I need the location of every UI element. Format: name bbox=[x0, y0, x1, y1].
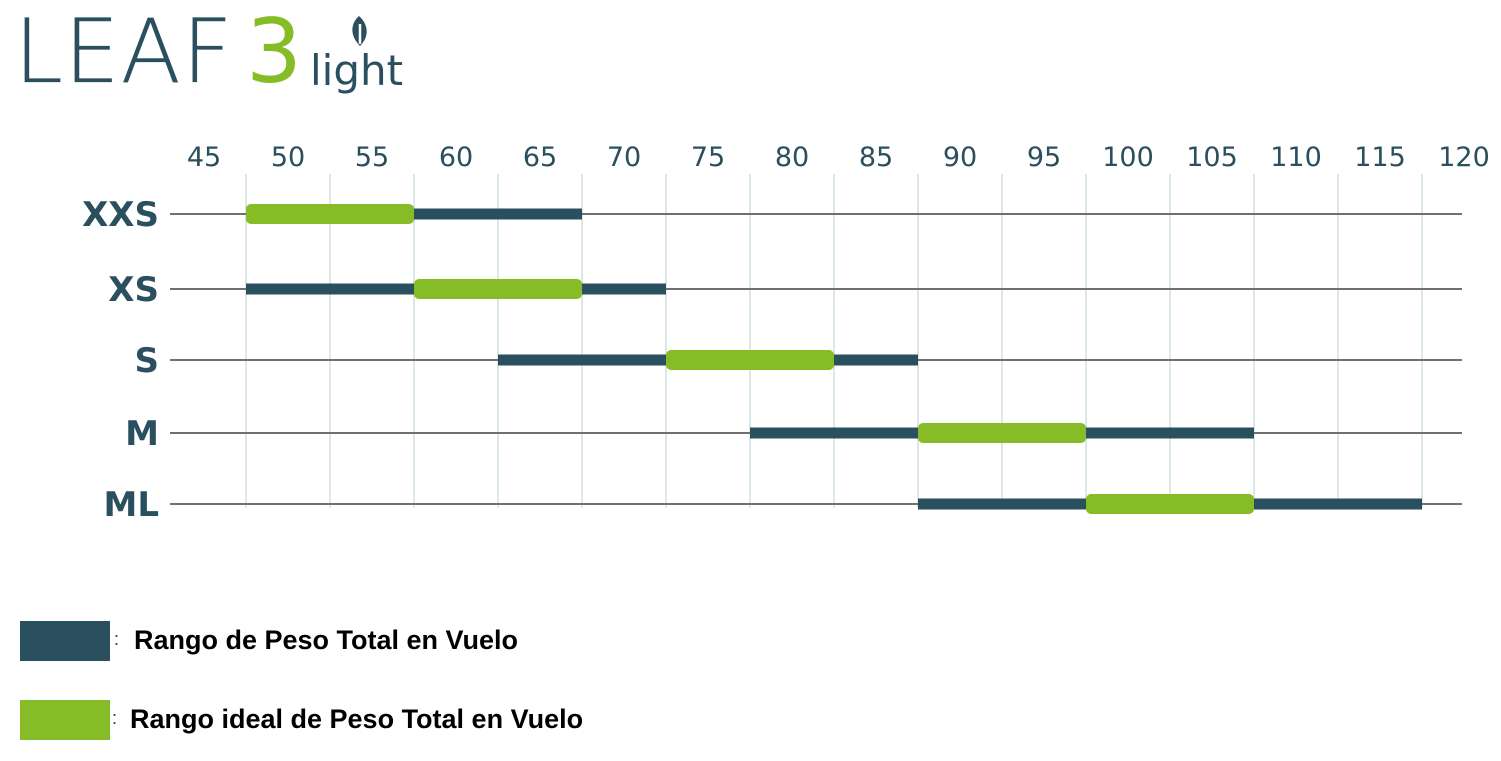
legend-separator: : bbox=[112, 708, 118, 728]
weight-range-chart: 45 50 55 60 65 70 75 80 85 90 95 100 105 110 115 120 XX… bbox=[82, 142, 1490, 525]
x-tick-label: 105 bbox=[1186, 142, 1238, 173]
legend-label-ideal: Rango ideal de Peso Total en Vuelo bbox=[130, 704, 584, 734]
legend-label-range: Rango de Peso Total en Vuelo bbox=[134, 625, 519, 655]
x-tick-label: 75 bbox=[691, 142, 725, 173]
ideal-range-bar bbox=[414, 279, 582, 299]
x-tick-label: 115 bbox=[1354, 142, 1406, 173]
x-tick-label: 45 bbox=[187, 142, 221, 173]
x-tick-label: 65 bbox=[523, 142, 557, 173]
logo-word: LEAF bbox=[14, 0, 234, 103]
ideal-range-bar bbox=[246, 204, 414, 224]
x-tick-label: 110 bbox=[1270, 142, 1322, 173]
legend-separator: : bbox=[114, 629, 120, 649]
size-label: M bbox=[125, 414, 159, 454]
ideal-range-bar bbox=[666, 350, 834, 370]
legend-swatch-range bbox=[20, 621, 110, 661]
size-label: ML bbox=[104, 485, 160, 525]
logo-suffix: light bbox=[310, 46, 404, 95]
size-label: XS bbox=[108, 270, 159, 310]
x-tick-label: 90 bbox=[943, 142, 977, 173]
ideal-range-bar bbox=[1086, 494, 1254, 514]
brand-logo: LEAF 3 light bbox=[14, 0, 414, 103]
x-tick-label: 80 bbox=[775, 142, 809, 173]
x-tick-label: 95 bbox=[1027, 142, 1061, 173]
logo-digit: 3 bbox=[246, 0, 302, 103]
x-tick-label: 50 bbox=[271, 142, 305, 173]
x-tick-label: 60 bbox=[439, 142, 473, 173]
x-tick-label: 55 bbox=[355, 142, 389, 173]
leaf-icon bbox=[352, 16, 367, 46]
x-tick-label: 120 bbox=[1438, 142, 1490, 173]
x-tick-label: 85 bbox=[859, 142, 893, 173]
size-label: XXS bbox=[82, 195, 159, 235]
x-tick-label: 100 bbox=[1102, 142, 1154, 173]
x-tick-label: 70 bbox=[607, 142, 641, 173]
ideal-range-bar bbox=[918, 423, 1086, 443]
legend-swatch-ideal bbox=[20, 700, 110, 740]
size-label: S bbox=[135, 341, 160, 381]
